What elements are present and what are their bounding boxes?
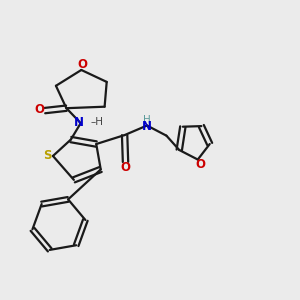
Text: S: S [43, 148, 51, 162]
Text: H: H [143, 115, 151, 125]
Text: O: O [77, 58, 87, 71]
Text: O: O [195, 158, 205, 171]
Text: –H: –H [90, 117, 103, 127]
Text: N: N [74, 116, 84, 129]
Text: O: O [34, 103, 44, 116]
Text: O: O [120, 161, 130, 174]
Text: N: N [142, 120, 152, 133]
